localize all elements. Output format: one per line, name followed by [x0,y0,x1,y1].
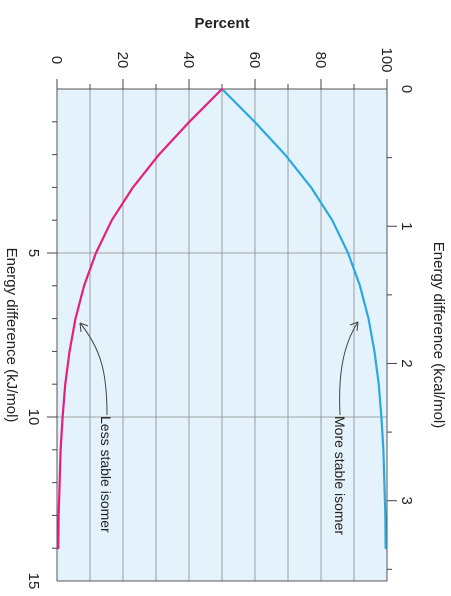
kcal-tick-label: 1 [398,222,415,230]
more-stable-arrow [339,321,359,416]
kj-tick-label: 10 [25,409,42,426]
kj-tick-label: 15 [25,573,42,590]
series-lines [57,87,387,550]
percent-axis-title: Percent [194,15,249,32]
percent-tick-label: 60 [246,52,263,69]
kj-tick-label: 5 [25,249,42,257]
kcal-axis-title: Energy difference (kcal/mol) [430,242,447,428]
axis-ticks [47,79,397,570]
kcal-tick-label: 0 [398,85,415,93]
kj-axis-title: Energy difference (kJ/mol) [3,248,20,423]
kcal-tick-label: 2 [398,359,415,367]
percent-tick-label: 40 [180,52,197,69]
kcal-tick-label: 3 [398,497,415,505]
less-stable-label: Less stable isomer [98,416,114,533]
percent-tick-label: 100 [378,47,395,72]
less-stable-curve [57,87,224,550]
less-stable-arrowhead [79,322,89,333]
grid [57,89,387,581]
more-stable-label: More stable isomer [332,416,348,535]
less-stable-arrow [79,322,108,416]
annotations: More stable isomer Less stable isomer [79,321,359,535]
more-stable-arrowhead [349,321,359,332]
more-stable-curve [220,87,387,550]
percent-tick-label: 80 [312,52,329,69]
axis-tick-labels: 0 20 40 60 80 100 5 10 15 0 1 2 3 [25,47,415,589]
percent-tick-label: 0 [48,56,65,64]
percent-tick-label: 20 [114,52,131,69]
